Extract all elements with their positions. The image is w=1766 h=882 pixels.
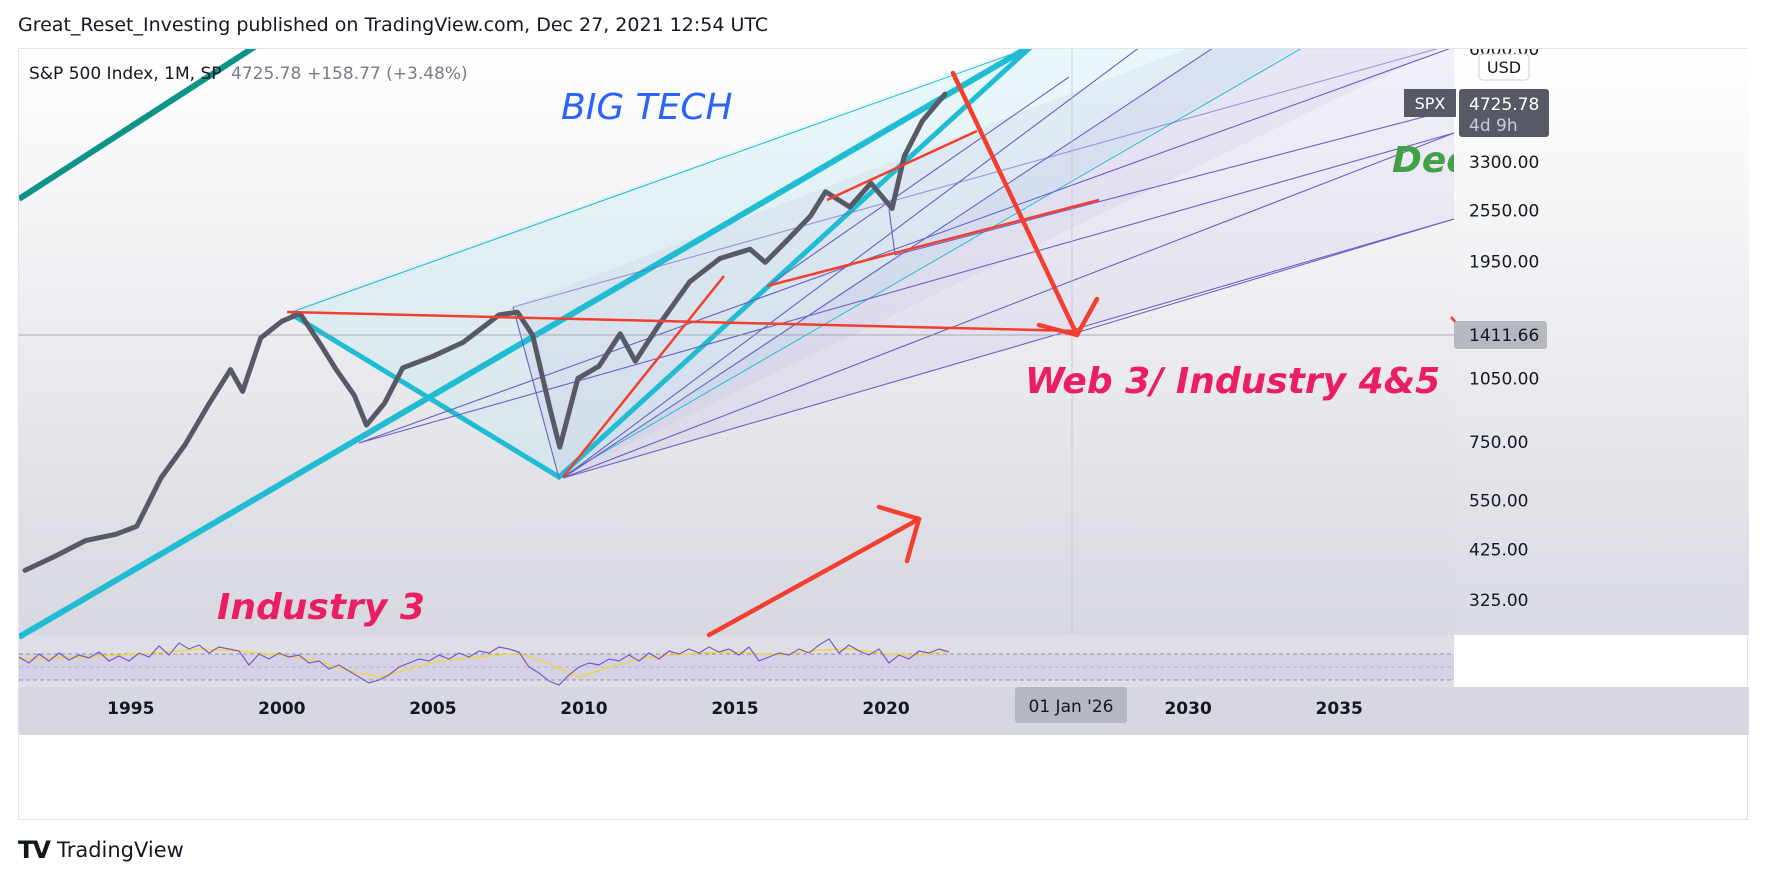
legend-change: +158.77 (+3.48%): [307, 64, 468, 84]
time-tick-label: 2015: [711, 699, 758, 719]
currency-label: USD: [1487, 58, 1521, 77]
time-tick-label: 2000: [258, 699, 305, 719]
price-tick-label: 325.00: [1469, 591, 1528, 611]
web3-annotation: Web 3/ Industry 4&5: [1025, 361, 1440, 402]
red-drawings: [286, 129, 1100, 478]
time-axis-background: [19, 687, 1749, 735]
time-tick-label: 2005: [409, 699, 456, 719]
countdown-label: 4d 9h: [1469, 116, 1518, 136]
rsi-pane: [19, 638, 1454, 686]
tradingview-logo-icon: TV: [18, 836, 51, 864]
price-tick-label: 1050.00: [1469, 369, 1539, 389]
ticker-tag-label: SPX: [1415, 94, 1446, 113]
legend-price: 4725.78: [231, 64, 301, 84]
price-tick-label: 3300.00: [1469, 153, 1539, 173]
red-arrow-up: [706, 504, 922, 638]
price-tick-label: 550.00: [1469, 492, 1528, 512]
industry3-annotation: Industry 3: [217, 587, 425, 628]
chart-frame[interactable]: BIG TECH Web 3/ Industry 4&5 Industry 3 …: [18, 48, 1749, 821]
price-tick-label: 2550.00: [1469, 202, 1539, 222]
crosshair-price-label: 1411.66: [1469, 326, 1539, 346]
time-axis[interactable]: 1995 2000 2005 2010 2015 2020 2030 2035: [107, 699, 1363, 719]
purple-fan-lines: [358, 49, 1455, 479]
time-tick-label: 2030: [1164, 699, 1211, 719]
teal-trend-line: [19, 49, 257, 202]
tradingview-brand-text: TradingView: [56, 838, 184, 862]
last-price-label: 4725.78: [1469, 95, 1539, 115]
price-tick-label: 425.00: [1469, 540, 1528, 560]
big-tech-annotation: BIG TECH: [561, 87, 733, 128]
purple-pitchfork-fill: [563, 49, 1454, 478]
price-axis[interactable]: 325.00 425.00 550.00 750.00 1050.00 1950.00 25…: [1469, 49, 1539, 611]
last-price-tag: [1459, 89, 1549, 137]
tradingview-logo[interactable]: TV TradingView: [18, 836, 184, 864]
time-tick-label: 2035: [1316, 699, 1363, 719]
publish-header: Great_Reset_Investing published on Tradi…: [18, 14, 769, 36]
rsi-pane-background: [19, 635, 1454, 687]
dec-annotation-clip: Dec: [1392, 140, 1468, 181]
chart-svg[interactable]: BIG TECH Web 3/ Industry 4&5 Industry 3 …: [19, 49, 1749, 821]
rsi-line: [19, 638, 950, 686]
crosshair-price-tag: [1454, 321, 1547, 349]
price-tick-label: 750.00: [1469, 433, 1528, 453]
time-tick-label: 2010: [560, 699, 607, 719]
red-arrow-down: [950, 70, 1100, 338]
crosshair-date-tag: [1015, 687, 1127, 723]
ticker-tag: [1404, 89, 1456, 117]
crosshair-date-label: 01 Jan '26: [1029, 697, 1114, 717]
price-tick-label: 1950.00: [1469, 252, 1539, 272]
time-tick-label: 2020: [862, 699, 909, 719]
time-tick-label: 1995: [107, 699, 154, 719]
currency-button[interactable]: [1478, 53, 1530, 81]
price-tag: SPX 4725.78 4d 9h: [1404, 89, 1549, 137]
dec-annotation: Dec: [1392, 140, 1468, 181]
spx-price-line: [22, 91, 948, 573]
legend-symbol[interactable]: S&P 500 Index, 1M, SP: [29, 64, 222, 84]
